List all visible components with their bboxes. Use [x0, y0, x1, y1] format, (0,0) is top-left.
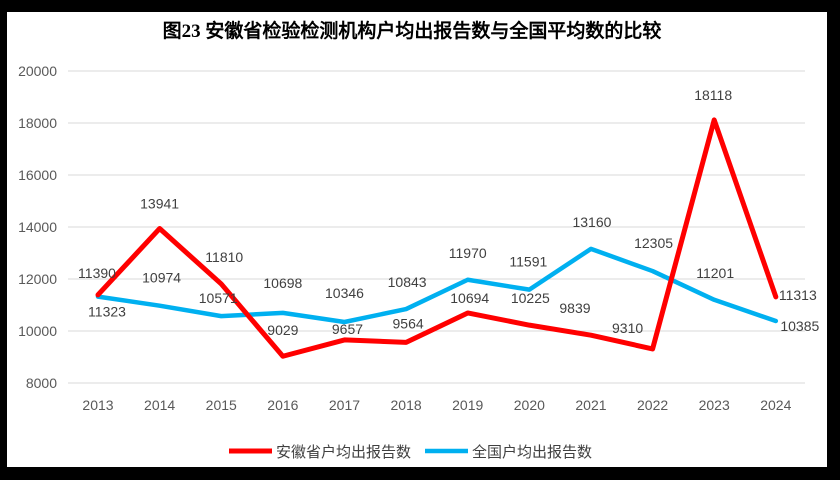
x-tick-label: 2017 [329, 397, 360, 413]
y-tick-label: 14000 [18, 219, 57, 235]
data-label-anhui: 9564 [393, 315, 424, 331]
data-label-national: 10571 [199, 290, 238, 306]
y-axis-labels: 8000 10000 12000 14000 16000 18000 20000 [18, 63, 57, 391]
x-tick-label: 2014 [144, 397, 175, 413]
gridlines [68, 70, 805, 384]
data-label-national: 10843 [388, 274, 427, 290]
data-label-national: 13160 [572, 214, 611, 230]
data-label-national: 10385 [780, 318, 819, 334]
data-label-national: 11591 [509, 254, 547, 270]
x-tick-label: 2022 [637, 397, 668, 413]
data-label-anhui: 11390 [78, 265, 116, 281]
data-label-national: 10698 [263, 275, 302, 291]
data-label-national: 11201 [696, 265, 734, 281]
x-tick-label: 2018 [391, 397, 422, 413]
series-lines [95, 117, 779, 359]
data-label-anhui: 9310 [612, 320, 643, 336]
data-label-anhui: 10225 [511, 290, 550, 306]
x-axis-labels: 2013 2014 2015 2016 2017 2018 2019 2020 2021 2022… [82, 397, 791, 413]
x-tick-label: 2020 [514, 397, 545, 413]
legend-label-anhui: 安徽省户均出报告数 [276, 444, 411, 461]
data-label-national: 10346 [325, 285, 364, 301]
x-tick-label: 2021 [575, 397, 606, 413]
x-tick-label: 2023 [699, 397, 730, 413]
data-label-national: 10974 [142, 270, 181, 286]
data-label-national: 11323 [88, 304, 126, 320]
legend: 安徽省户均出报告数 全国户均出报告数 [229, 443, 592, 461]
y-tick-label: 20000 [18, 63, 57, 79]
legend-label-national: 全国户均出报告数 [472, 443, 592, 461]
x-tick-label: 2016 [267, 397, 298, 413]
data-label-anhui: 9029 [267, 322, 298, 338]
x-tick-label: 2024 [760, 397, 791, 413]
data-label-anhui: 10694 [450, 290, 489, 306]
data-label-anhui: 9657 [332, 321, 363, 337]
y-tick-label: 12000 [18, 271, 57, 287]
data-label-national: 12305 [634, 235, 673, 251]
y-tick-label: 8000 [26, 375, 57, 391]
data-label-national: 11970 [449, 245, 487, 261]
y-tick-label: 16000 [18, 167, 57, 183]
y-tick-label: 10000 [18, 323, 57, 339]
x-tick-label: 2019 [452, 397, 483, 413]
data-label-anhui: 13941 [140, 196, 179, 212]
chart-title: 图23 安徽省检验检测机构户均出报告数与全国平均数的比较 [163, 19, 662, 42]
series-line-national [95, 246, 779, 325]
x-tick-label: 2015 [206, 397, 237, 413]
x-tick-label: 2013 [82, 397, 113, 413]
data-label-anhui: 11810 [205, 249, 243, 265]
data-labels: 11390 13941 11810 9029 9657 9564 10694 10225 983… [78, 87, 819, 338]
data-label-anhui: 9839 [559, 300, 590, 316]
series-line-anhui [95, 117, 779, 359]
data-label-anhui: 11313 [779, 287, 817, 303]
data-label-anhui: 18118 [694, 87, 732, 103]
y-tick-label: 18000 [18, 115, 57, 131]
